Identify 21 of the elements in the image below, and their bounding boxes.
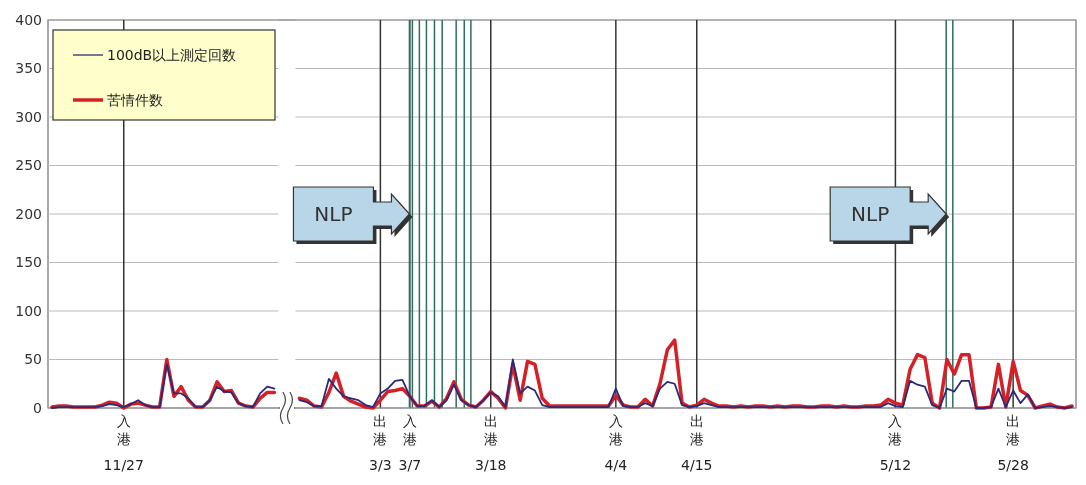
annotation: NLP — [314, 202, 353, 226]
annotation: NLP — [851, 202, 890, 226]
x-tick-label: 入港 5/12 — [879, 413, 912, 473]
y-tick-label: 300 — [15, 108, 42, 125]
y-tick-label: 400 — [15, 11, 42, 28]
x-tick-label: 出港 3/18 — [475, 413, 507, 473]
legend-label: 100dB以上測定回数 — [107, 46, 237, 63]
y-tick-label: 50 — [24, 351, 42, 368]
y-tick-label: 100 — [15, 302, 42, 319]
x-tick-label: 出港 3/3 — [369, 413, 392, 473]
y-tick-label: 350 — [15, 60, 42, 77]
y-tick-label: 0 — [33, 399, 42, 416]
x-tick-label: 入港 11/27 — [103, 413, 144, 473]
legend-label: 苦情件数 — [107, 91, 163, 108]
x-tick-label: 入港 4/4 — [604, 413, 628, 473]
y-tick-label: 200 — [15, 205, 42, 222]
x-tick-label: 出港 5/28 — [997, 413, 1029, 473]
y-tick-label: 250 — [15, 157, 42, 174]
x-tick-label: 入港 3/7 — [398, 413, 422, 473]
y-tick-label: 150 — [15, 254, 42, 271]
x-tick-label: 出港 4/15 — [681, 413, 713, 473]
